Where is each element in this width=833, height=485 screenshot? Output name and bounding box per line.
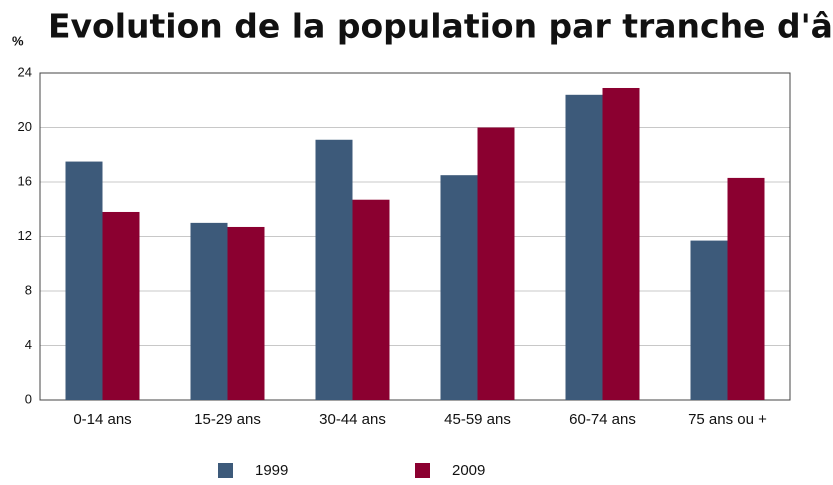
x-tick-label: 75 ans ou + (688, 411, 767, 428)
bar (727, 177, 765, 400)
bar (190, 222, 228, 400)
bar (602, 87, 640, 401)
bar (65, 161, 103, 400)
bar (102, 211, 140, 400)
bar (565, 94, 603, 401)
legend-label: 2009 (452, 462, 485, 479)
plot-frame (39, 72, 791, 401)
bar (477, 127, 515, 400)
legend-label: 1999 (255, 462, 288, 479)
bar (440, 175, 478, 400)
x-tick-label: 15-29 ans (194, 411, 261, 428)
legend-swatch (415, 463, 430, 478)
y-tick-label: 12 (18, 228, 32, 243)
bar (690, 240, 728, 400)
y-tick-label: 20 (18, 119, 32, 134)
chart-title: Evolution de la population par tranche d… (48, 7, 833, 46)
y-axis-label: % (12, 33, 24, 48)
x-tick-label: 0-14 ans (73, 411, 131, 428)
legend-swatch (218, 463, 233, 478)
x-tick-label: 30-44 ans (319, 411, 386, 428)
y-tick-label: 8 (25, 282, 32, 297)
bar (315, 139, 353, 400)
bar (352, 199, 390, 400)
y-tick-label: 16 (18, 173, 32, 188)
bar (227, 226, 265, 400)
y-tick-label: 0 (25, 391, 32, 406)
x-tick-label: 45-59 ans (444, 411, 511, 428)
y-tick-label: 4 (25, 337, 32, 352)
x-tick-label: 60-74 ans (569, 411, 636, 428)
y-tick-label: 24 (18, 64, 32, 79)
